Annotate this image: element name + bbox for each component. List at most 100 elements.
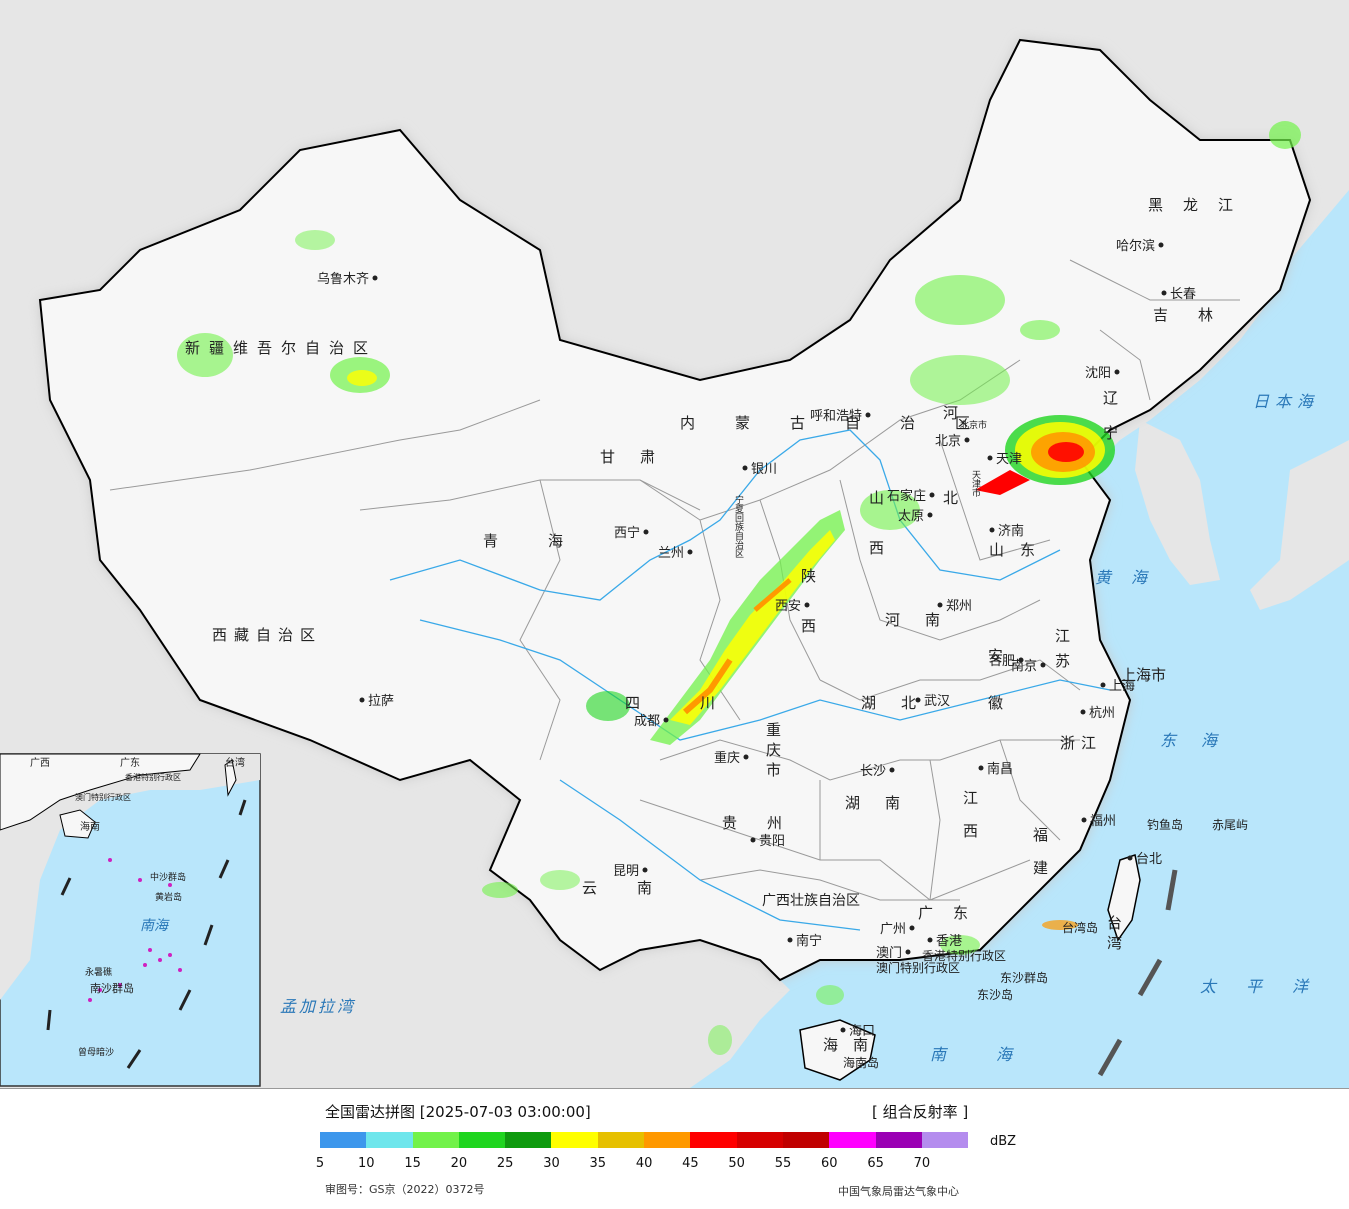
city-dot [889,767,895,773]
city-label: 杭州 [1089,706,1115,721]
city-label: 昆明 [613,864,639,879]
city-dot [687,549,693,555]
region-shandong: 山东 [989,541,1051,559]
city-dot [1161,290,1167,296]
china-landmass [38,38,1312,982]
color-bar-ticks: 5 10 15 20 25 30 35 40 45 50 55 60 65 70 [316,1156,980,1174]
japan-islands [1250,440,1349,610]
city-dot [927,512,933,518]
color-bar-tick: 65 [867,1156,884,1171]
city-label: 拉萨 [368,694,394,709]
color-swatch [505,1132,552,1148]
city-label: 西宁 [614,525,640,541]
city-dot [929,492,935,498]
city-label: 香港 [936,934,962,949]
city-label: 乌鲁木齐 [317,271,369,287]
city-dot [989,527,995,533]
region-qinghai: 青海 [483,532,613,550]
rivers [389,429,1111,931]
island-taiwan-dao: 台湾岛 [1062,920,1098,935]
city-dot [964,437,970,443]
city-dot [787,937,793,943]
region-shanxi: 山西 [867,490,885,590]
city-label: 西安 [775,599,801,614]
city-label: 兰州 [658,546,684,561]
city-label: 贵阳 [759,834,785,849]
region-ningxia: 宁夏回族自治区 [733,494,744,558]
city-dot [905,949,911,955]
city-label: 成都 [634,714,660,729]
sea-pacific: 太平洋 [1200,977,1338,996]
region-beijing: 北京市 [960,419,987,431]
region-shanghai: 上海市 [1121,666,1166,684]
region-taiwan: 台湾 [1105,915,1123,955]
color-swatch [690,1132,737,1148]
city-dot [1114,369,1120,375]
region-xizang: 西藏自治区 [212,626,322,644]
radar-echoes [177,121,1301,1055]
region-neimenggu: 内蒙古自治区 [680,414,1010,432]
inset-zhongsha: 中沙群岛 [150,871,186,883]
color-swatch [366,1132,413,1148]
region-anhui: 安徽 [986,648,1004,742]
sea-east: 东海 [1160,731,1242,750]
color-bar-tick: 45 [682,1156,699,1171]
city-dot [1080,709,1086,715]
color-swatch [458,1132,506,1148]
city-dot [937,602,943,608]
color-swatch [829,1132,876,1148]
city-dot [1100,682,1106,688]
region-guangxi: 广西壮族自治区 [762,893,860,909]
city-dot [743,754,749,760]
color-bar-tick: 30 [543,1156,560,1171]
hainan-island [799,1019,876,1081]
city-dot [915,697,921,703]
city-dot [642,867,648,873]
city-label: 海口 [849,1024,875,1039]
city-dot [663,717,669,723]
inset-huangyan: 黄岩岛 [155,891,182,903]
legend-product: [ 组合反射率 ] [872,1103,969,1121]
color-bar-tick: 10 [358,1156,375,1171]
city-label: 沈阳 [1085,366,1111,381]
region-jiangsu: 江苏 [1053,628,1071,678]
color-bar-tick: 15 [404,1156,421,1171]
region-macau: 澳门特别行政区 [876,960,960,975]
region-hubei: 湖北 [861,694,941,712]
city-label: 台北 [1136,852,1162,867]
color-swatch [875,1132,922,1148]
city-dot [1040,662,1046,668]
city-label: 长沙 [860,764,886,779]
inset-hongkong: 香港特别行政区 [125,772,181,782]
city-dot [978,765,984,771]
inset-nanhai: 南海 [140,918,170,934]
city-label: 郑州 [946,599,972,614]
region-heilongjiang: 黑龙江 [1148,196,1253,214]
color-swatch [412,1132,459,1148]
region-tianjin: 天津市 [970,470,981,498]
city-label: 呼和浩特 [810,409,862,424]
region-shaanxi: 陕西 [799,568,817,668]
korea-peninsula [1135,420,1220,585]
city-label: 重庆 [714,750,740,766]
island-dongsha-dao: 东沙岛 [977,987,1013,1002]
boundary-dashes [1097,869,1178,1077]
color-bar-tick: 35 [589,1156,607,1171]
island-hainan-dao: 海南岛 [843,1055,879,1070]
color-swatch [320,1132,367,1148]
city-dot [742,465,748,471]
island-diaoyu: 钓鱼岛 [1147,817,1183,832]
city-label: 澳门 [876,945,902,961]
sea-labels: 日本海 黄海 东海 太平洋 南海 孟加拉湾 [280,392,1338,1064]
city-dot [987,455,993,461]
map-approval-number: 审图号：GS京（2022）0372号 [325,1183,485,1196]
region-hainan: 海南 [823,1036,883,1054]
sea-japan: 日本海 [1253,392,1319,411]
region-liaoning: 辽宁 [1101,390,1119,460]
city-label: 合肥 [989,654,1015,669]
region-jilin: 吉林 [1153,306,1243,324]
radar-map: 新疆维吾尔自治区 西藏自治区 青海 甘肃 内蒙古自治区 宁夏回族自治区 陕西 山… [0,0,1349,1088]
city-label: 南京 [1011,658,1037,674]
region-zhejiang: 浙江 [1060,734,1102,752]
